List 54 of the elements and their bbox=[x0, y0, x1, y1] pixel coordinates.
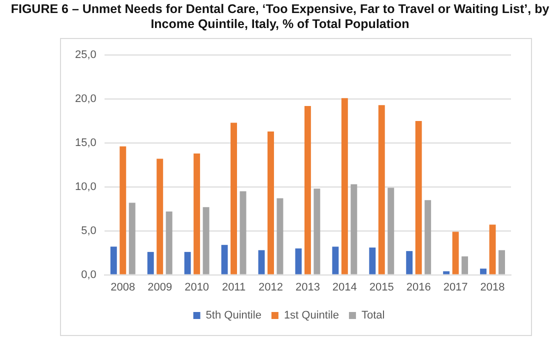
bar bbox=[184, 252, 191, 274]
y-tick-label: 0,0 bbox=[81, 268, 96, 281]
y-tick-label: 5,0 bbox=[81, 224, 96, 237]
x-tick-label: 2016 bbox=[406, 281, 431, 294]
x-tick-label: 2009 bbox=[148, 281, 172, 294]
bar bbox=[489, 224, 496, 274]
bar bbox=[147, 252, 154, 274]
y-tick-label: 20,0 bbox=[74, 92, 96, 105]
x-tick-label: 2011 bbox=[222, 281, 246, 294]
x-tick-label: 2017 bbox=[443, 281, 468, 294]
y-tick-label: 10,0 bbox=[74, 180, 96, 193]
bar bbox=[443, 271, 450, 274]
bar bbox=[341, 98, 348, 274]
bar bbox=[194, 153, 200, 274]
bar bbox=[156, 158, 164, 274]
bar bbox=[276, 198, 284, 274]
y-tick-label: 25,0 bbox=[74, 49, 96, 62]
bar bbox=[128, 202, 136, 274]
bar bbox=[258, 250, 265, 274]
bar bbox=[110, 246, 117, 274]
bar bbox=[304, 106, 311, 274]
bar bbox=[378, 105, 385, 274]
bar bbox=[314, 188, 320, 274]
legend-label: 5th Quintile bbox=[206, 310, 262, 322]
bar bbox=[332, 246, 339, 274]
chart-title: FIGURE 6 – Unmet Needs for Dental Care, ‘Too Expensive, Far to Travel or Waiting List’, by Income Quintile, Italy, % of Total Population bbox=[10, 2, 550, 32]
bar bbox=[240, 191, 246, 274]
bar bbox=[498, 250, 505, 274]
bar bbox=[415, 120, 422, 274]
x-tick-label: 2015 bbox=[369, 281, 394, 294]
x-tick-label: 2010 bbox=[184, 281, 210, 294]
bar bbox=[221, 244, 228, 274]
bar bbox=[369, 248, 376, 274]
bar bbox=[268, 131, 274, 274]
bar bbox=[406, 251, 413, 274]
legend-label: Total bbox=[361, 310, 385, 322]
bar bbox=[462, 256, 468, 274]
x-tick-label: 2008 bbox=[110, 281, 136, 294]
bar bbox=[295, 248, 302, 274]
x-tick-label: 2018 bbox=[480, 281, 505, 294]
legend-label: 1st Quintile bbox=[284, 310, 339, 322]
bar bbox=[202, 207, 210, 274]
bar bbox=[120, 146, 126, 274]
bar bbox=[452, 232, 459, 274]
bar bbox=[350, 184, 358, 274]
x-tick-label: 2012 bbox=[258, 281, 283, 294]
bar bbox=[388, 188, 394, 274]
x-tick-label: 2014 bbox=[332, 281, 357, 294]
bar bbox=[424, 200, 432, 274]
x-tick-label: 2013 bbox=[295, 281, 320, 294]
y-tick-label: 15,0 bbox=[74, 136, 96, 149]
bar bbox=[230, 122, 238, 274]
bar bbox=[166, 212, 172, 274]
bar bbox=[480, 268, 487, 274]
